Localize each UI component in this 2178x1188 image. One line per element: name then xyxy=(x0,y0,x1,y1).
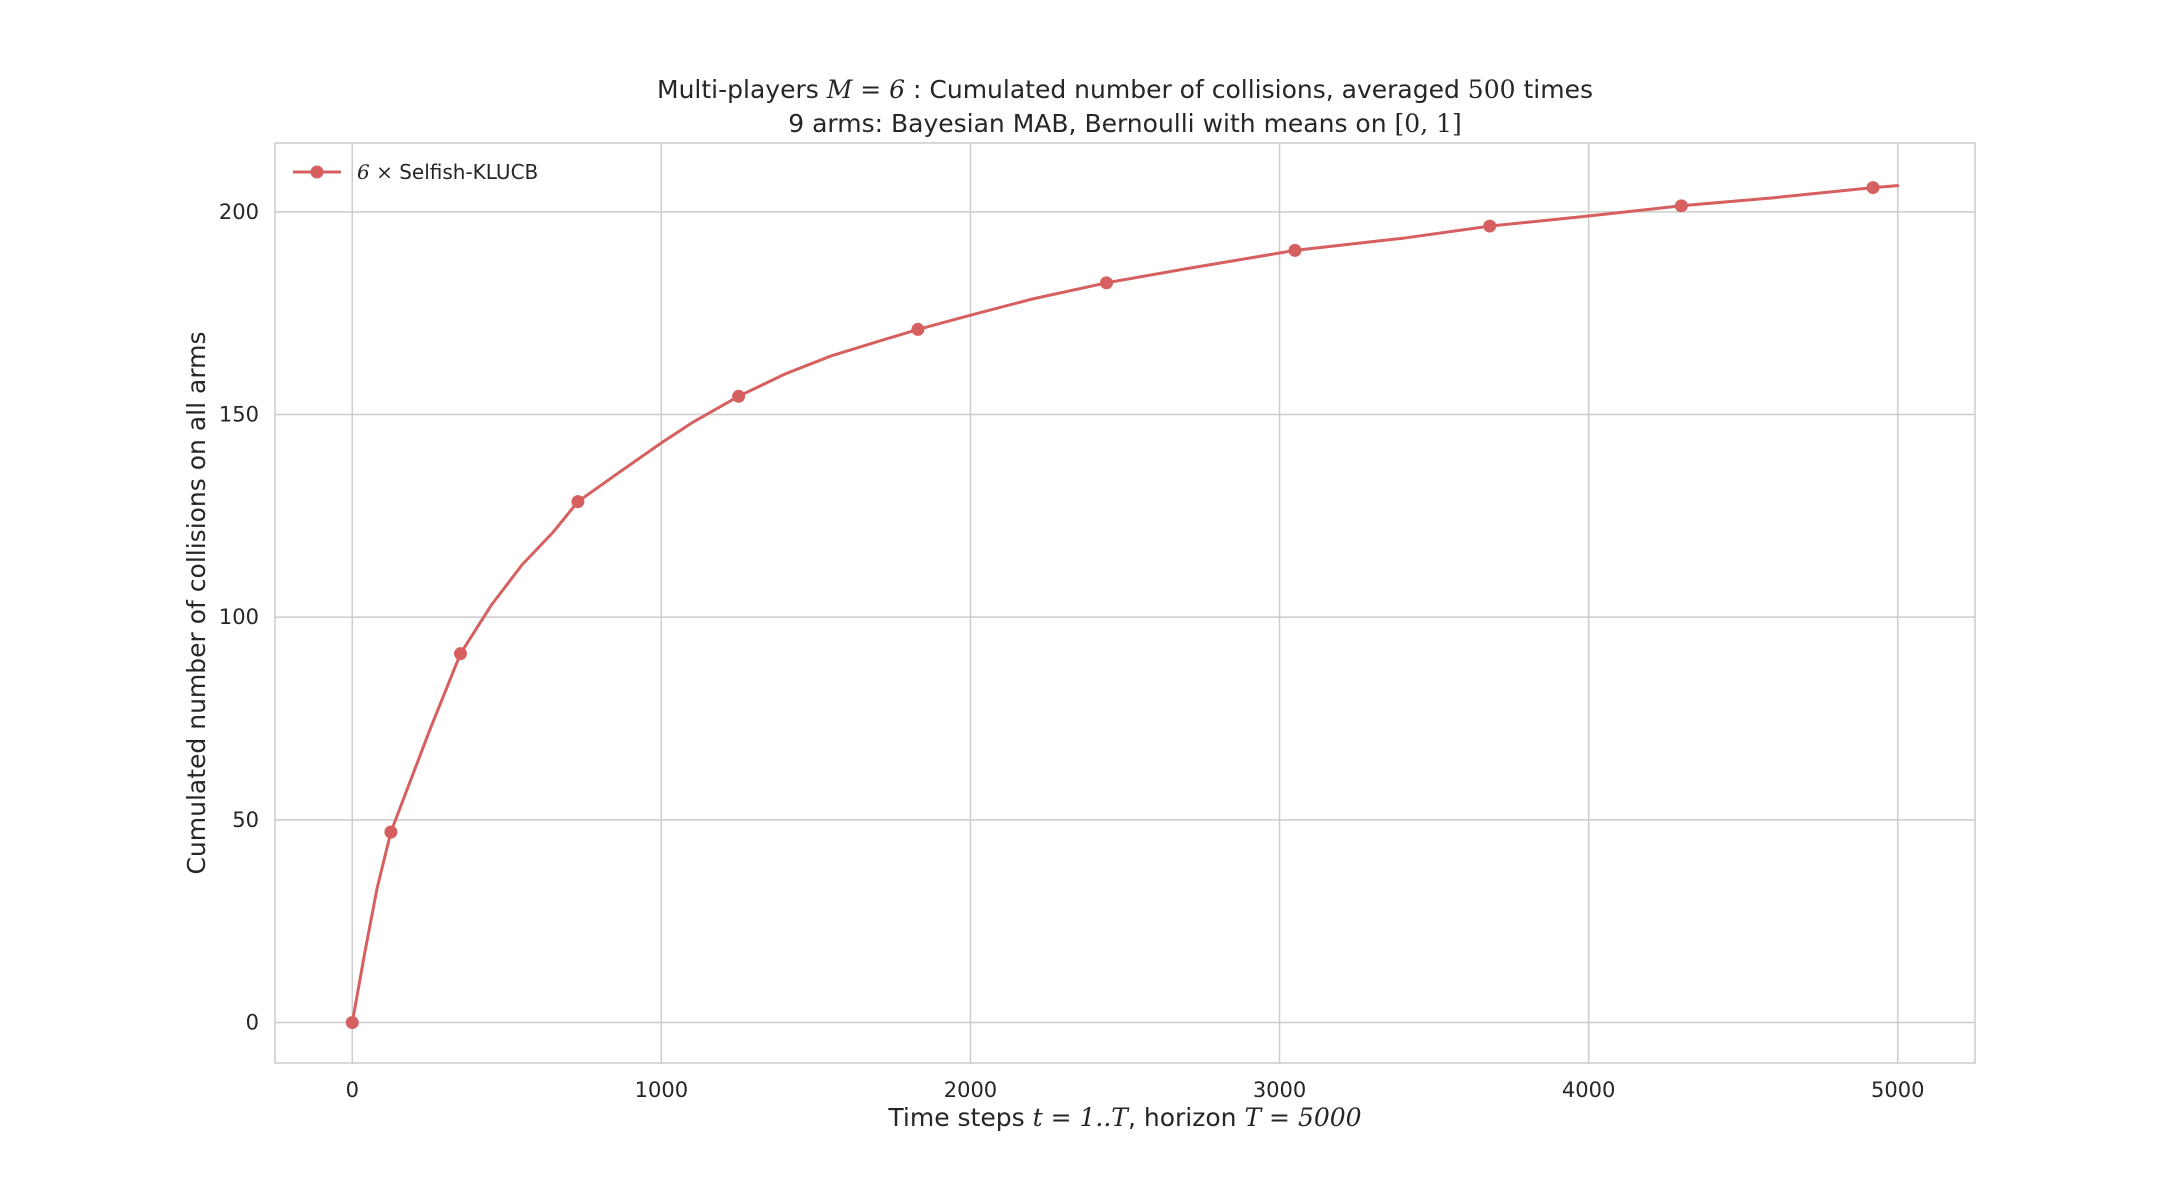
data-point xyxy=(1099,276,1113,290)
grid xyxy=(275,143,1975,1063)
data-point xyxy=(1288,243,1302,257)
y-tick-label: 50 xyxy=(232,808,259,832)
legend-label: 6 × Selfish-KLUCB xyxy=(357,160,538,184)
text-part: 9 arms: Bayesian MAB, Bernoulli with mea… xyxy=(788,109,1394,138)
data-point xyxy=(1866,181,1880,195)
y-tick-label: 0 xyxy=(246,1010,259,1034)
x-tick-label: 1000 xyxy=(635,1078,688,1102)
x-tick-label: 2000 xyxy=(944,1078,997,1102)
y-tick-label: 100 xyxy=(219,605,259,629)
x-tick-label: 4000 xyxy=(1562,1078,1615,1102)
text-part: : Cumulated number of collisions, averag… xyxy=(905,75,1468,104)
text-part: t = 1..T xyxy=(1033,1103,1131,1132)
series-layer xyxy=(345,181,1900,1029)
text-part: Time steps xyxy=(887,1103,1032,1132)
plot-area xyxy=(274,142,1976,1064)
x-tick-label: 5000 xyxy=(1871,1078,1924,1102)
text-part: Multi-players xyxy=(657,75,827,104)
data-point xyxy=(384,825,398,839)
x-tick-labels: 0 1000 2000 3000 4000 5000 xyxy=(346,1078,1925,1102)
data-point xyxy=(453,647,467,661)
x-axis-label: Time steps t = 1..T, horizon T = 5000 xyxy=(887,1103,1361,1132)
text-part: times xyxy=(1516,75,1593,104)
y-axis-label: Cumulated number of collisions on all ar… xyxy=(182,331,211,874)
data-point xyxy=(345,1015,359,1029)
data-point xyxy=(911,322,925,336)
legend-label-name: Selfish-KLUCB xyxy=(399,160,538,184)
x-tick-label: 0 xyxy=(346,1078,359,1102)
data-point xyxy=(1483,219,1497,233)
y-tick-labels: 0 50 100 150 200 xyxy=(219,200,259,1035)
data-point xyxy=(571,495,585,509)
data-point xyxy=(732,389,746,403)
text-part: , horizon xyxy=(1128,1103,1244,1132)
legend: 6 × Selfish-KLUCB xyxy=(293,160,538,184)
text-part: M = 6 xyxy=(826,75,905,104)
legend-label-prefix: 6 × xyxy=(357,160,393,184)
chart-title: Multi-players M = 6 : Cumulated number o… xyxy=(657,75,1593,138)
legend-marker xyxy=(310,165,324,179)
title-line: Multi-players M = 6 : Cumulated number o… xyxy=(657,75,1593,104)
title-line: 9 arms: Bayesian MAB, Bernoulli with mea… xyxy=(788,109,1462,138)
text-part: T = 5000 xyxy=(1244,1103,1361,1132)
text-part: [0, 1] xyxy=(1395,109,1462,138)
data-point xyxy=(1674,199,1688,213)
x-tick-label: 3000 xyxy=(1253,1078,1306,1102)
text-part: 500 xyxy=(1468,75,1516,104)
y-tick-label: 150 xyxy=(219,403,259,427)
y-tick-label: 200 xyxy=(219,200,259,224)
